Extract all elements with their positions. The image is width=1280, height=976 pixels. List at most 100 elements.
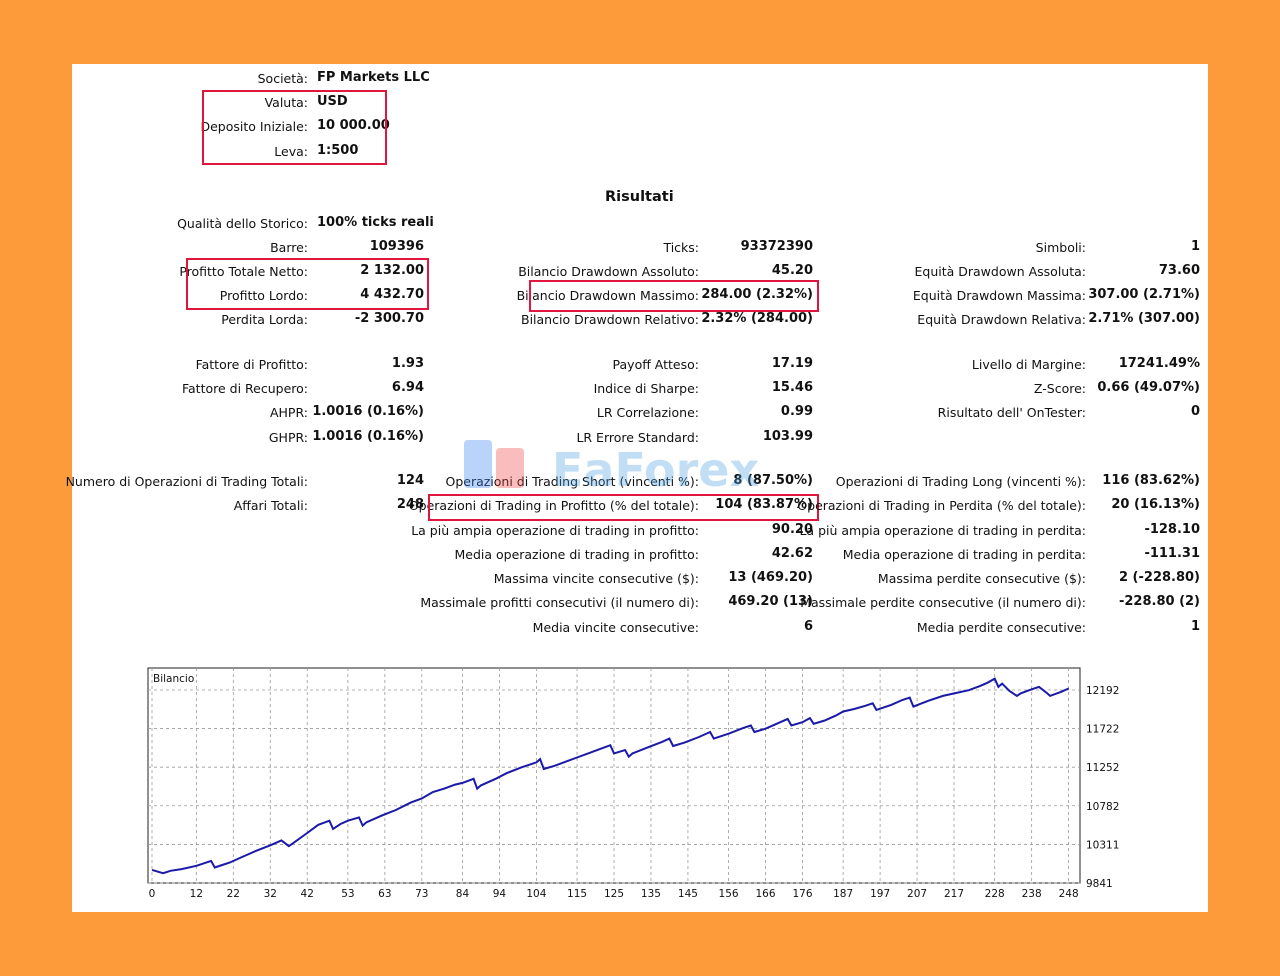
x-tick-label: 115 bbox=[567, 888, 587, 900]
col1-value: -2 300.70 bbox=[354, 311, 424, 326]
col2-label: Indice di Sharpe: bbox=[593, 381, 699, 396]
col3-value: -128.10 bbox=[1144, 522, 1200, 537]
col2-value: 15.46 bbox=[771, 380, 813, 395]
deposito-label: Deposito Iniziale: bbox=[200, 119, 308, 134]
col2-label: LR Correlazione: bbox=[596, 405, 699, 420]
col2-value: 42.62 bbox=[771, 546, 813, 561]
deposito-value: 10 000.00 bbox=[317, 118, 390, 133]
col2-value: 93372390 bbox=[740, 239, 813, 254]
col3-label: Risultato dell' OnTester: bbox=[937, 405, 1086, 420]
col1-label: Profitto Totale Netto: bbox=[179, 264, 308, 279]
y-tick-label: 11252 bbox=[1086, 762, 1119, 774]
col3-value: 17241.49% bbox=[1118, 356, 1200, 371]
x-tick-label: 135 bbox=[641, 888, 661, 900]
results-title: Risultati bbox=[605, 189, 674, 205]
x-tick-label: 145 bbox=[678, 888, 698, 900]
col3-label: Livello di Margine: bbox=[971, 357, 1086, 372]
col2-value: 17.19 bbox=[771, 356, 813, 371]
col3-label: Z-Score: bbox=[1033, 381, 1086, 396]
col2-value: 6 bbox=[803, 619, 813, 634]
col2-label: Media vincite consecutive: bbox=[532, 620, 699, 635]
eaforex-logo-icon bbox=[464, 440, 524, 488]
societa-value: FP Markets LLC bbox=[317, 70, 430, 85]
valuta-value: USD bbox=[317, 94, 348, 109]
col2-value: 103.99 bbox=[762, 429, 813, 444]
societa-label: Società: bbox=[257, 71, 308, 86]
col3-label: Equità Drawdown Assoluta: bbox=[914, 264, 1086, 279]
col1-label: Numero di Operazioni di Trading Totali: bbox=[65, 474, 308, 489]
col1-label: GHPR: bbox=[268, 430, 308, 445]
col2-label: Operazioni di Trading Short (vincenti %)… bbox=[445, 474, 699, 489]
col2-label: Bilancio Drawdown Assoluto: bbox=[518, 264, 699, 279]
y-tick-label: 9841 bbox=[1086, 878, 1113, 890]
col3-label: Equità Drawdown Relativa: bbox=[917, 312, 1086, 327]
col2-label: Bilancio Drawdown Massimo: bbox=[516, 288, 699, 303]
chart-plot-area bbox=[147, 667, 1081, 884]
col3-label: Massima perdite consecutive ($): bbox=[877, 571, 1086, 586]
col3-value: 2.71% (307.00) bbox=[1088, 311, 1200, 326]
x-tick-label: 53 bbox=[341, 888, 354, 900]
x-tick-label: 104 bbox=[526, 888, 546, 900]
col1-label: Fattore di Recupero: bbox=[181, 381, 308, 396]
col1-label: AHPR: bbox=[269, 405, 308, 420]
x-tick-label: 125 bbox=[604, 888, 624, 900]
col2-value: 13 (469.20) bbox=[728, 570, 813, 585]
chart-title: Bilancio bbox=[153, 673, 194, 685]
x-tick-label: 228 bbox=[985, 888, 1005, 900]
col3-label: La più ampia operazione di trading in pe… bbox=[799, 523, 1086, 538]
x-tick-label: 22 bbox=[227, 888, 240, 900]
col1-value: 124 bbox=[396, 473, 424, 488]
x-tick-label: 187 bbox=[833, 888, 853, 900]
x-tick-label: 12 bbox=[190, 888, 203, 900]
col1-label: Affari Totali: bbox=[233, 498, 308, 513]
col1-value: 100% ticks reali bbox=[317, 215, 434, 230]
col3-value: 73.60 bbox=[1158, 263, 1200, 278]
col1-value: 1.0016 (0.16%) bbox=[312, 429, 424, 444]
col2-label: Ticks: bbox=[663, 240, 699, 255]
col2-value: 2.32% (284.00) bbox=[701, 311, 813, 326]
col3-value: -111.31 bbox=[1144, 546, 1200, 561]
x-tick-label: 238 bbox=[1022, 888, 1042, 900]
highlight-profit-trades bbox=[428, 494, 819, 521]
col3-value: 20 (16.13%) bbox=[1111, 497, 1200, 512]
watermark-logo: EaForex bbox=[464, 440, 759, 497]
col2-label: Payoff Atteso: bbox=[612, 357, 699, 372]
x-tick-label: 63 bbox=[378, 888, 391, 900]
x-tick-label: 42 bbox=[301, 888, 314, 900]
x-tick-label: 166 bbox=[756, 888, 776, 900]
col3-value: 2 (-228.80) bbox=[1118, 570, 1200, 585]
col1-value: 109396 bbox=[369, 239, 424, 254]
watermark-text: EaForex bbox=[552, 443, 759, 497]
col2-value: 8 (87.50%) bbox=[733, 473, 813, 488]
leva-label: Leva: bbox=[274, 144, 308, 159]
y-tick-label: 11722 bbox=[1086, 724, 1119, 736]
col2-label: LR Errore Standard: bbox=[576, 430, 699, 445]
col3-value: 1 bbox=[1190, 239, 1200, 254]
col2-value: 104 (83.87%) bbox=[715, 497, 813, 512]
col2-value: 90.20 bbox=[771, 522, 813, 537]
y-tick-label: 10311 bbox=[1086, 839, 1119, 851]
x-tick-label: 197 bbox=[870, 888, 890, 900]
col1-value: 1.0016 (0.16%) bbox=[312, 404, 424, 419]
col3-label: Massimale perdite consecutive (il numero… bbox=[800, 595, 1086, 610]
x-tick-label: 84 bbox=[456, 888, 470, 900]
col2-label: Operazioni di Trading in Profitto (% del… bbox=[408, 498, 699, 513]
col2-label: La più ampia operazione di trading in pr… bbox=[411, 523, 699, 538]
col2-value: 469.20 (13) bbox=[728, 594, 813, 609]
col1-value: 248 bbox=[396, 497, 424, 512]
col3-label: Equità Drawdown Massima: bbox=[912, 288, 1086, 303]
col3-label: Media operazione di trading in perdita: bbox=[842, 547, 1086, 562]
col1-value: 6.94 bbox=[391, 380, 424, 395]
col3-label: Operazioni di Trading Long (vincenti %): bbox=[835, 474, 1086, 489]
balance-line bbox=[151, 677, 1070, 875]
col3-value: 1 bbox=[1190, 619, 1200, 634]
highlight-header bbox=[202, 90, 387, 165]
col3-value: 307.00 (2.71%) bbox=[1088, 287, 1200, 302]
col3-value: 0 bbox=[1190, 404, 1200, 419]
y-tick-label: 10782 bbox=[1086, 801, 1119, 813]
x-tick-label: 0 bbox=[149, 888, 156, 900]
col1-value: 4 432.70 bbox=[360, 287, 424, 302]
x-tick-label: 248 bbox=[1059, 888, 1079, 900]
col3-value: 116 (83.62%) bbox=[1102, 473, 1200, 488]
y-tick-label: 12192 bbox=[1086, 685, 1119, 697]
